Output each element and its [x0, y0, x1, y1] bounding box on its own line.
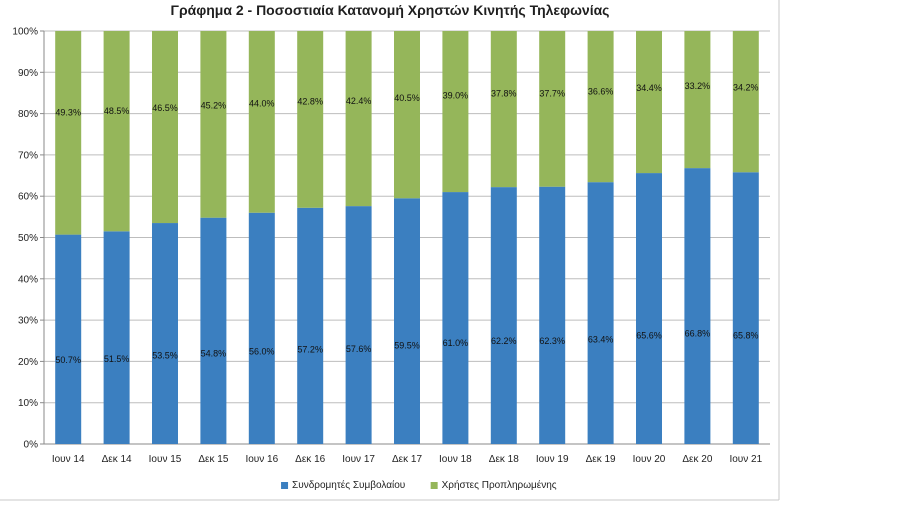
bar-segment-prepaid: [442, 31, 469, 193]
bar-segment-prepaid: [539, 31, 566, 187]
bar-segment-prepaid: [394, 31, 420, 199]
data-label: 51.5%: [104, 354, 130, 364]
y-tick-label: 60%: [18, 192, 38, 203]
x-tick-label: Ιουν 16: [245, 454, 278, 465]
data-label: 59.5%: [394, 341, 420, 351]
data-label: 45.2%: [201, 101, 227, 111]
x-tick-label: Ιουν 18: [439, 454, 472, 465]
bar-segment-prepaid: [345, 31, 372, 207]
data-label: 48.5%: [104, 106, 130, 116]
data-label: 39.0%: [443, 90, 469, 100]
x-tick-label: Δεκ 17: [392, 454, 422, 465]
data-label: 46.5%: [152, 103, 178, 113]
bar-segment-contract: [732, 172, 759, 444]
bar-segment-contract: [297, 207, 324, 444]
data-label: 40.5%: [394, 93, 420, 103]
data-label: 65.8%: [733, 330, 759, 340]
x-tick-label: Δεκ 15: [198, 454, 228, 465]
x-tick-label: Ιουν 21: [729, 454, 762, 465]
data-label: 33.2%: [685, 81, 711, 91]
data-label: 42.4%: [346, 96, 372, 106]
data-label: 62.3%: [539, 336, 565, 346]
y-tick-label: 70%: [18, 150, 38, 161]
bar-segment-contract: [684, 168, 711, 444]
bar-segment-contract: [345, 206, 372, 444]
bar-segment-contract: [152, 223, 178, 444]
data-label: 54.8%: [201, 348, 227, 358]
data-label: 57.6%: [346, 344, 372, 354]
bar-segment-prepaid: [490, 31, 517, 188]
legend-label: Συνδρομητές Συμβολαίου: [292, 479, 405, 491]
y-tick-label: 100%: [12, 27, 38, 38]
data-label: 50.7%: [55, 355, 81, 365]
bar-segment-contract: [248, 212, 275, 444]
data-label: 34.2%: [733, 82, 759, 92]
bar-segment-prepaid: [297, 31, 324, 208]
data-label: 36.6%: [588, 86, 614, 96]
bar-segment-prepaid: [152, 31, 178, 224]
bar-segment-contract: [587, 182, 614, 444]
x-tick-label: Ιουν 14: [52, 454, 85, 465]
bar-segment-prepaid: [248, 31, 275, 213]
bar-segment-prepaid: [636, 31, 662, 174]
bar-segment-contract: [200, 217, 227, 444]
y-tick-label: 20%: [18, 357, 38, 368]
bar-segment-contract: [442, 192, 469, 444]
x-tick-label: Δεκ 16: [295, 454, 325, 465]
y-tick-label: 10%: [18, 398, 38, 409]
bar-segment-prepaid: [55, 31, 82, 235]
data-label: 66.8%: [685, 329, 711, 339]
bar-segment-prepaid: [684, 31, 711, 169]
bar-segment-contract: [394, 198, 420, 444]
bar-segment-contract: [539, 186, 566, 445]
x-tick-label: Ιουν 20: [633, 454, 666, 465]
data-label: 61.0%: [443, 338, 469, 348]
x-tick-label: Δεκ 19: [586, 454, 616, 465]
x-tick-label: Ιουν 19: [536, 454, 569, 465]
y-tick-label: 40%: [18, 274, 38, 285]
bar-segment-prepaid: [587, 31, 614, 183]
y-tick-label: 80%: [18, 109, 38, 120]
bar-segment-prepaid: [103, 31, 130, 232]
data-label: 57.2%: [297, 345, 323, 355]
data-label: 56.0%: [249, 346, 275, 356]
data-label: 53.5%: [152, 351, 178, 361]
y-tick-label: 50%: [18, 233, 38, 244]
x-tick-label: Δεκ 18: [489, 454, 519, 465]
legend-swatch: [430, 482, 438, 489]
bar-segment-contract: [55, 234, 82, 444]
data-label: 49.3%: [55, 107, 81, 117]
y-tick-label: 30%: [18, 316, 38, 327]
bar-segment-prepaid: [200, 31, 227, 218]
data-label: 42.8%: [297, 97, 323, 107]
x-tick-label: Δεκ 20: [682, 454, 712, 465]
data-label: 62.2%: [491, 336, 517, 346]
bar-segment-contract: [490, 187, 517, 444]
y-tick-label: 90%: [18, 68, 38, 79]
data-label: 44.0%: [249, 99, 275, 109]
data-label: 65.6%: [636, 331, 662, 341]
x-tick-label: Δεκ 14: [102, 454, 132, 465]
bar-segment-prepaid: [732, 31, 759, 173]
bar-segment-contract: [636, 173, 662, 444]
data-label: 34.4%: [636, 83, 662, 93]
legend-label: Χρήστες Προπληρωμένης: [442, 479, 557, 491]
data-label: 37.8%: [491, 88, 517, 98]
bar-segment-contract: [103, 231, 130, 444]
x-tick-label: Ιουν 15: [149, 454, 182, 465]
y-tick-label: 0%: [24, 440, 39, 451]
data-label: 37.7%: [539, 88, 565, 98]
x-tick-label: Ιουν 17: [342, 454, 375, 465]
chart-title: Γράφημα 2 - Ποσοστιαία Κατανομή Χρηστών …: [170, 2, 610, 18]
data-label: 63.4%: [588, 334, 614, 344]
legend-swatch: [281, 482, 289, 489]
